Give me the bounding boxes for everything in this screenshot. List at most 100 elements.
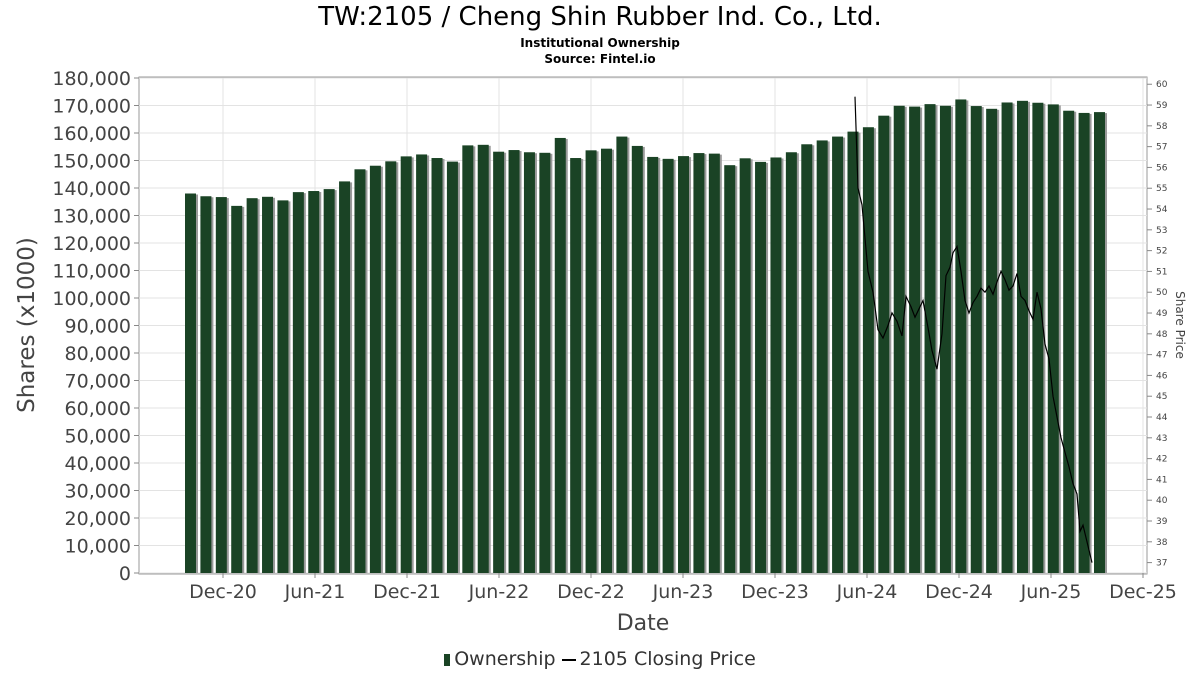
ownership-bar bbox=[724, 165, 736, 574]
ownership-bar bbox=[493, 151, 505, 573]
ownership-bar bbox=[785, 152, 797, 573]
y2-axis-ticks: 37 38 39 40 41 42 43 44 45 46 47 48 49 50 51 52 53 54 55 56… bbox=[1147, 80, 1168, 569]
ownership-bar bbox=[816, 140, 828, 574]
y-tick-label: 80,000 bbox=[65, 343, 131, 365]
ownership-bar bbox=[616, 136, 628, 573]
y-tick-label: 60,000 bbox=[65, 398, 131, 420]
x-tick-label: Jun-24 bbox=[836, 581, 898, 603]
ownership-bar bbox=[385, 161, 397, 573]
ownership-bar bbox=[1032, 102, 1044, 573]
y-axis-label: Shares (x1000) bbox=[14, 237, 40, 413]
ownership-bar bbox=[801, 144, 813, 573]
ownership-bar bbox=[986, 108, 998, 574]
ownership-bar bbox=[185, 193, 196, 573]
ownership-bar bbox=[955, 99, 967, 573]
ownership-bar bbox=[539, 152, 551, 574]
y-tick-label: 30,000 bbox=[65, 481, 131, 503]
y-tick-label: 160,000 bbox=[52, 123, 131, 145]
ownership-bar bbox=[970, 106, 982, 574]
ownership-bar bbox=[600, 148, 612, 574]
x-tick-label: Dec-25 bbox=[1109, 581, 1177, 603]
ownership-bar bbox=[755, 161, 767, 573]
x-tick-label: Dec-22 bbox=[557, 581, 625, 603]
ownership-bar bbox=[832, 136, 844, 573]
ownership-bar bbox=[1078, 112, 1090, 574]
y2-tick-label: 52 bbox=[1156, 247, 1167, 257]
y2-tick-label: 41 bbox=[1156, 475, 1167, 485]
x-tick-label: Dec-23 bbox=[741, 581, 809, 603]
ownership-bar bbox=[878, 115, 890, 574]
x-axis-ticks: Dec-20 Jun-21 Dec-21 Jun-22 Dec-22 Jun-23 Dec-… bbox=[189, 573, 1177, 603]
ownership-bar bbox=[862, 127, 874, 573]
ownership-bar bbox=[231, 205, 243, 573]
y-tick-label: 150,000 bbox=[52, 151, 131, 173]
ownership-bar bbox=[354, 169, 366, 574]
y2-tick-label: 48 bbox=[1156, 330, 1168, 340]
ownership-bar bbox=[647, 156, 659, 574]
ownership-bar bbox=[847, 131, 859, 573]
ownership-bar bbox=[708, 153, 720, 573]
ownership-bar bbox=[693, 153, 705, 573]
y-tick-label: 10,000 bbox=[65, 536, 131, 558]
ownership-bar bbox=[446, 161, 458, 573]
x-tick-label: Dec-20 bbox=[189, 581, 257, 603]
y2-tick-label: 55 bbox=[1156, 184, 1167, 194]
ownership-bar bbox=[662, 158, 674, 573]
ownership-bars bbox=[185, 99, 1107, 574]
price-series-line bbox=[854, 96, 1093, 563]
y2-tick-label: 51 bbox=[1156, 267, 1167, 277]
ownership-bar bbox=[308, 191, 320, 573]
chart-subtitle: Institutional Ownership bbox=[520, 36, 680, 50]
ownership-bar bbox=[246, 198, 258, 574]
ownership-bar bbox=[739, 158, 751, 574]
y-tick-label: 100,000 bbox=[52, 288, 131, 310]
y2-axis-label: Share Price bbox=[1173, 291, 1187, 359]
ownership-bar bbox=[1016, 100, 1028, 573]
ownership-bar bbox=[1094, 112, 1105, 573]
y2-tick-label: 54 bbox=[1156, 205, 1168, 215]
y2-tick-label: 50 bbox=[1156, 288, 1168, 298]
y2-tick-label: 42 bbox=[1156, 455, 1167, 465]
x-tick-label: Jun-23 bbox=[652, 581, 714, 603]
x-axis-label: Date bbox=[617, 611, 670, 636]
ownership-bar bbox=[462, 145, 474, 573]
ownership-chart: 0 10,000 20,000 30,000 40,000 50,000 60,000 70,… bbox=[14, 68, 1187, 636]
ownership-bar bbox=[570, 158, 582, 573]
y2-tick-label: 44 bbox=[1156, 413, 1168, 423]
chart-title: TW:2105 / Cheng Shin Rubber Ind. Co., Lt… bbox=[318, 2, 882, 32]
ownership-bar bbox=[631, 145, 643, 574]
y2-tick-label: 43 bbox=[1156, 434, 1167, 444]
legend: Ownership 2105 Closing Price bbox=[0, 648, 1200, 670]
y-axis-ticks: 0 10,000 20,000 30,000 40,000 50,000 60,000 70,… bbox=[52, 68, 139, 585]
ownership-bar bbox=[431, 158, 443, 573]
ownership-bar bbox=[554, 137, 566, 573]
legend-price-label: 2105 Closing Price bbox=[579, 648, 756, 670]
ownership-bar bbox=[200, 196, 212, 573]
ownership-bar bbox=[323, 189, 335, 573]
ownership-bar bbox=[523, 152, 535, 573]
y-tick-label: 0 bbox=[119, 563, 131, 585]
ownership-bar bbox=[262, 196, 274, 574]
y2-tick-label: 45 bbox=[1156, 392, 1167, 402]
ownership-bar bbox=[400, 156, 412, 573]
y2-tick-label: 47 bbox=[1156, 351, 1167, 361]
ownership-bar bbox=[770, 157, 782, 573]
x-tick-label: Dec-24 bbox=[925, 581, 993, 603]
y2-tick-label: 58 bbox=[1156, 122, 1168, 132]
ownership-bar bbox=[369, 165, 381, 573]
ownership-bar bbox=[585, 150, 597, 573]
ownership-bar bbox=[1001, 102, 1013, 573]
y2-tick-label: 60 bbox=[1156, 80, 1168, 90]
y-tick-label: 130,000 bbox=[52, 206, 131, 228]
ownership-bar bbox=[277, 200, 289, 573]
legend-ownership-swatch bbox=[444, 653, 451, 666]
ownership-bar bbox=[1063, 110, 1075, 573]
y2-tick-label: 57 bbox=[1156, 143, 1167, 153]
y-tick-label: 20,000 bbox=[65, 508, 131, 530]
y-tick-label: 180,000 bbox=[52, 68, 131, 90]
y2-tick-label: 38 bbox=[1156, 538, 1168, 548]
y-tick-label: 170,000 bbox=[52, 96, 131, 118]
y-tick-label: 140,000 bbox=[52, 178, 131, 200]
ownership-bar bbox=[339, 181, 351, 573]
y-tick-label: 120,000 bbox=[52, 233, 131, 255]
